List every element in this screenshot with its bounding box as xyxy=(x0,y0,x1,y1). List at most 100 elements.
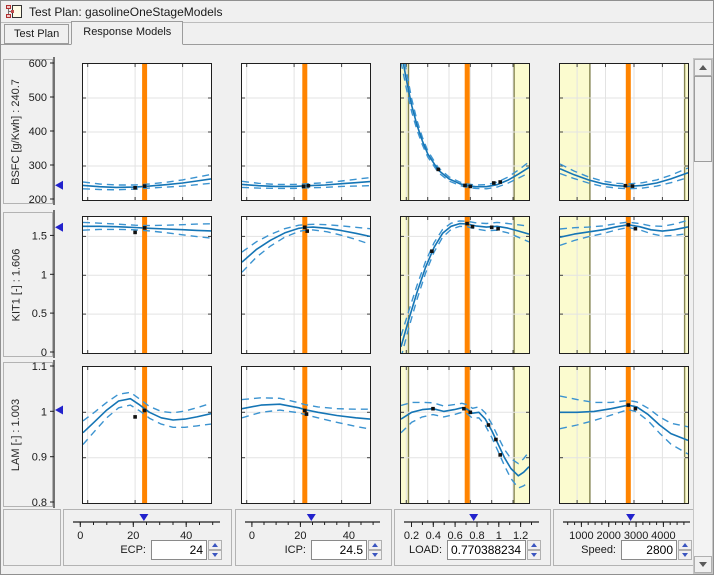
arrow-up-icon xyxy=(682,543,688,547)
input-cursor-line xyxy=(464,367,470,503)
load-spin-up-button[interactable] xyxy=(527,540,541,550)
data-point xyxy=(133,186,137,190)
data-point xyxy=(303,408,307,413)
bsfc-y-axis[interactable]: 600 500 400 300 200 xyxy=(19,53,71,209)
tab-bar: Test Plan Response Models xyxy=(1,21,713,45)
load-slider[interactable]: 0.2 0.4 0.6 0.8 1 1.2 xyxy=(396,512,549,548)
data-point xyxy=(301,184,306,189)
upper-confidence-bound xyxy=(401,401,529,465)
ecp-spin-down-button[interactable] xyxy=(208,550,222,560)
tab-test-plan[interactable]: Test Plan xyxy=(4,24,70,44)
speed-spin-down-button[interactable] xyxy=(678,550,692,560)
response-value-marker xyxy=(55,222,63,232)
svg-text:500: 500 xyxy=(29,92,47,104)
prediction-curve xyxy=(401,222,529,348)
boundary-band xyxy=(514,217,529,353)
upper-confidence-bound xyxy=(83,173,211,186)
data-point xyxy=(133,415,137,419)
upper-confidence-bound xyxy=(242,176,370,186)
lower-confidence-bound xyxy=(560,408,688,455)
lower-confidence-bound xyxy=(242,185,370,190)
svg-text:0: 0 xyxy=(41,347,47,359)
icp-spin-down-button[interactable] xyxy=(368,550,382,560)
input-panel-load: 0.2 0.4 0.6 0.8 1 1.2 LOAD: xyxy=(394,509,551,566)
ecp-value-input[interactable] xyxy=(151,540,207,560)
plot-lam-vs-speed[interactable] xyxy=(559,366,689,504)
data-point xyxy=(142,226,147,230)
data-point xyxy=(623,183,628,188)
data-point xyxy=(489,225,494,230)
speed-value-input[interactable] xyxy=(621,540,677,560)
plot-kit1-vs-load[interactable] xyxy=(400,216,530,354)
ecp-label: ECP: xyxy=(120,544,146,556)
input-panel-ecp: 0 20 40 ECP: xyxy=(63,509,232,566)
lower-confidence-bound xyxy=(401,411,529,489)
svg-text:1.5: 1.5 xyxy=(32,230,47,242)
svg-text:2000: 2000 xyxy=(596,530,620,542)
scroll-up-button[interactable] xyxy=(694,59,712,76)
arrow-up-icon xyxy=(531,543,537,547)
response-value-marker xyxy=(55,180,63,190)
data-point xyxy=(633,226,638,231)
plot-lam-vs-ecp[interactable] xyxy=(82,366,212,504)
svg-text:40: 40 xyxy=(343,530,355,542)
boundary-band xyxy=(684,217,688,353)
lower-confidence-bound xyxy=(401,64,529,190)
svg-text:40: 40 xyxy=(180,530,192,542)
load-spin-down-button[interactable] xyxy=(527,550,541,560)
scroll-down-button[interactable] xyxy=(694,556,712,573)
arrow-up-icon xyxy=(372,543,378,547)
svg-text:200: 200 xyxy=(29,194,47,206)
prediction-curve xyxy=(560,167,688,188)
input-value-marker xyxy=(469,514,479,521)
icp-spin-up-button[interactable] xyxy=(368,540,382,550)
titlebar: Test Plan: gasolineOneStageModels xyxy=(1,1,713,23)
plot-kit1-vs-icp[interactable] xyxy=(241,216,371,354)
svg-text:0.8: 0.8 xyxy=(32,497,47,509)
data-point xyxy=(142,408,147,413)
input-cursor-line xyxy=(464,217,470,353)
speed-spin-buttons xyxy=(678,540,692,560)
data-point xyxy=(494,437,498,442)
plot-bsfc-vs-load[interactable] xyxy=(400,63,530,201)
boundary-band xyxy=(401,217,409,353)
lower-confidence-bound xyxy=(401,225,529,353)
data-point xyxy=(470,224,475,229)
data-point xyxy=(492,181,496,185)
svg-text:600: 600 xyxy=(29,58,47,70)
plot-kit1-vs-ecp[interactable] xyxy=(82,216,212,354)
input-cursor-line xyxy=(302,367,308,503)
data-point xyxy=(430,249,434,253)
ecp-slider[interactable]: 0 20 40 xyxy=(65,512,230,548)
ecp-control-row: ECP: xyxy=(66,540,222,560)
bottom-corner-panel xyxy=(3,509,61,566)
input-cursor-line xyxy=(302,64,308,200)
kit1-y-axis[interactable]: 1.5 1 0.5 0 xyxy=(19,206,71,362)
vertical-scrollbar[interactable] xyxy=(693,58,713,574)
load-value-input[interactable] xyxy=(447,540,526,560)
scroll-thumb[interactable] xyxy=(694,76,712,162)
svg-text:0.6: 0.6 xyxy=(447,530,462,542)
plot-lam-vs-load[interactable] xyxy=(400,366,530,504)
lam-y-axis[interactable]: 1.1 1 0.9 0.8 xyxy=(19,356,71,512)
tab-response-models[interactable]: Response Models xyxy=(71,21,184,45)
boundary-band xyxy=(401,367,409,503)
window-title: Test Plan: gasolineOneStageModels xyxy=(29,4,223,19)
plot-bsfc-vs-ecp[interactable] xyxy=(82,63,212,201)
plot-bsfc-vs-icp[interactable] xyxy=(241,63,371,201)
plot-lam-vs-icp[interactable] xyxy=(241,366,371,504)
svg-text:1.1: 1.1 xyxy=(32,361,47,373)
arrow-down-icon xyxy=(699,562,707,567)
data-point xyxy=(468,410,473,415)
icp-value-input[interactable] xyxy=(311,540,367,560)
data-point xyxy=(626,403,631,407)
plot-kit1-vs-speed[interactable] xyxy=(559,216,689,354)
speed-slider[interactable]: 1000 2000 3000 4000 xyxy=(555,512,700,548)
ecp-spin-up-button[interactable] xyxy=(208,540,222,550)
upper-confidence-bound xyxy=(560,163,688,185)
plot-bsfc-vs-speed[interactable] xyxy=(559,63,689,201)
data-point xyxy=(133,230,137,235)
speed-spin-up-button[interactable] xyxy=(678,540,692,550)
svg-text:20: 20 xyxy=(294,530,306,542)
icp-slider[interactable]: 0 20 40 xyxy=(237,512,390,548)
